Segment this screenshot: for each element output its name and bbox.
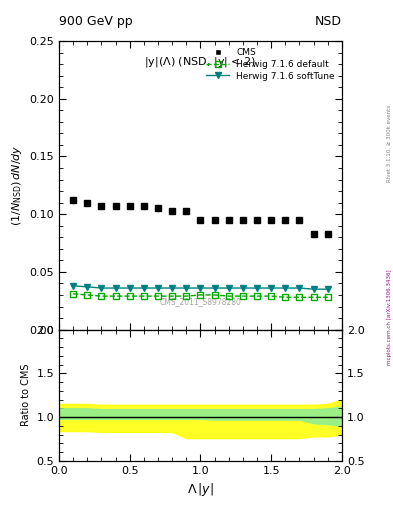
Text: mcplots.cern.ch [arXiv:1306.3436]: mcplots.cern.ch [arXiv:1306.3436] xyxy=(387,270,392,365)
Text: Rivet 3.1.10, ≥ 300k events: Rivet 3.1.10, ≥ 300k events xyxy=(387,105,392,182)
Text: CMS_2011_S8978280: CMS_2011_S8978280 xyxy=(160,297,241,307)
Y-axis label: $(1/N_{\mathrm{NSD}})\,dN/dy$: $(1/N_{\mathrm{NSD}})\,dN/dy$ xyxy=(10,144,24,226)
Text: 900 GeV pp: 900 GeV pp xyxy=(59,15,132,28)
Y-axis label: Ratio to CMS: Ratio to CMS xyxy=(21,364,31,426)
Text: |y|($\Lambda$) (NSD, |y| < 2): |y|($\Lambda$) (NSD, |y| < 2) xyxy=(144,55,257,70)
X-axis label: $\Lambda\,|y|$: $\Lambda\,|y|$ xyxy=(187,481,214,498)
Legend: CMS, Herwig 7.1.6 default, Herwig 7.1.6 softTune: CMS, Herwig 7.1.6 default, Herwig 7.1.6 … xyxy=(204,46,338,83)
Text: NSD: NSD xyxy=(315,15,342,28)
